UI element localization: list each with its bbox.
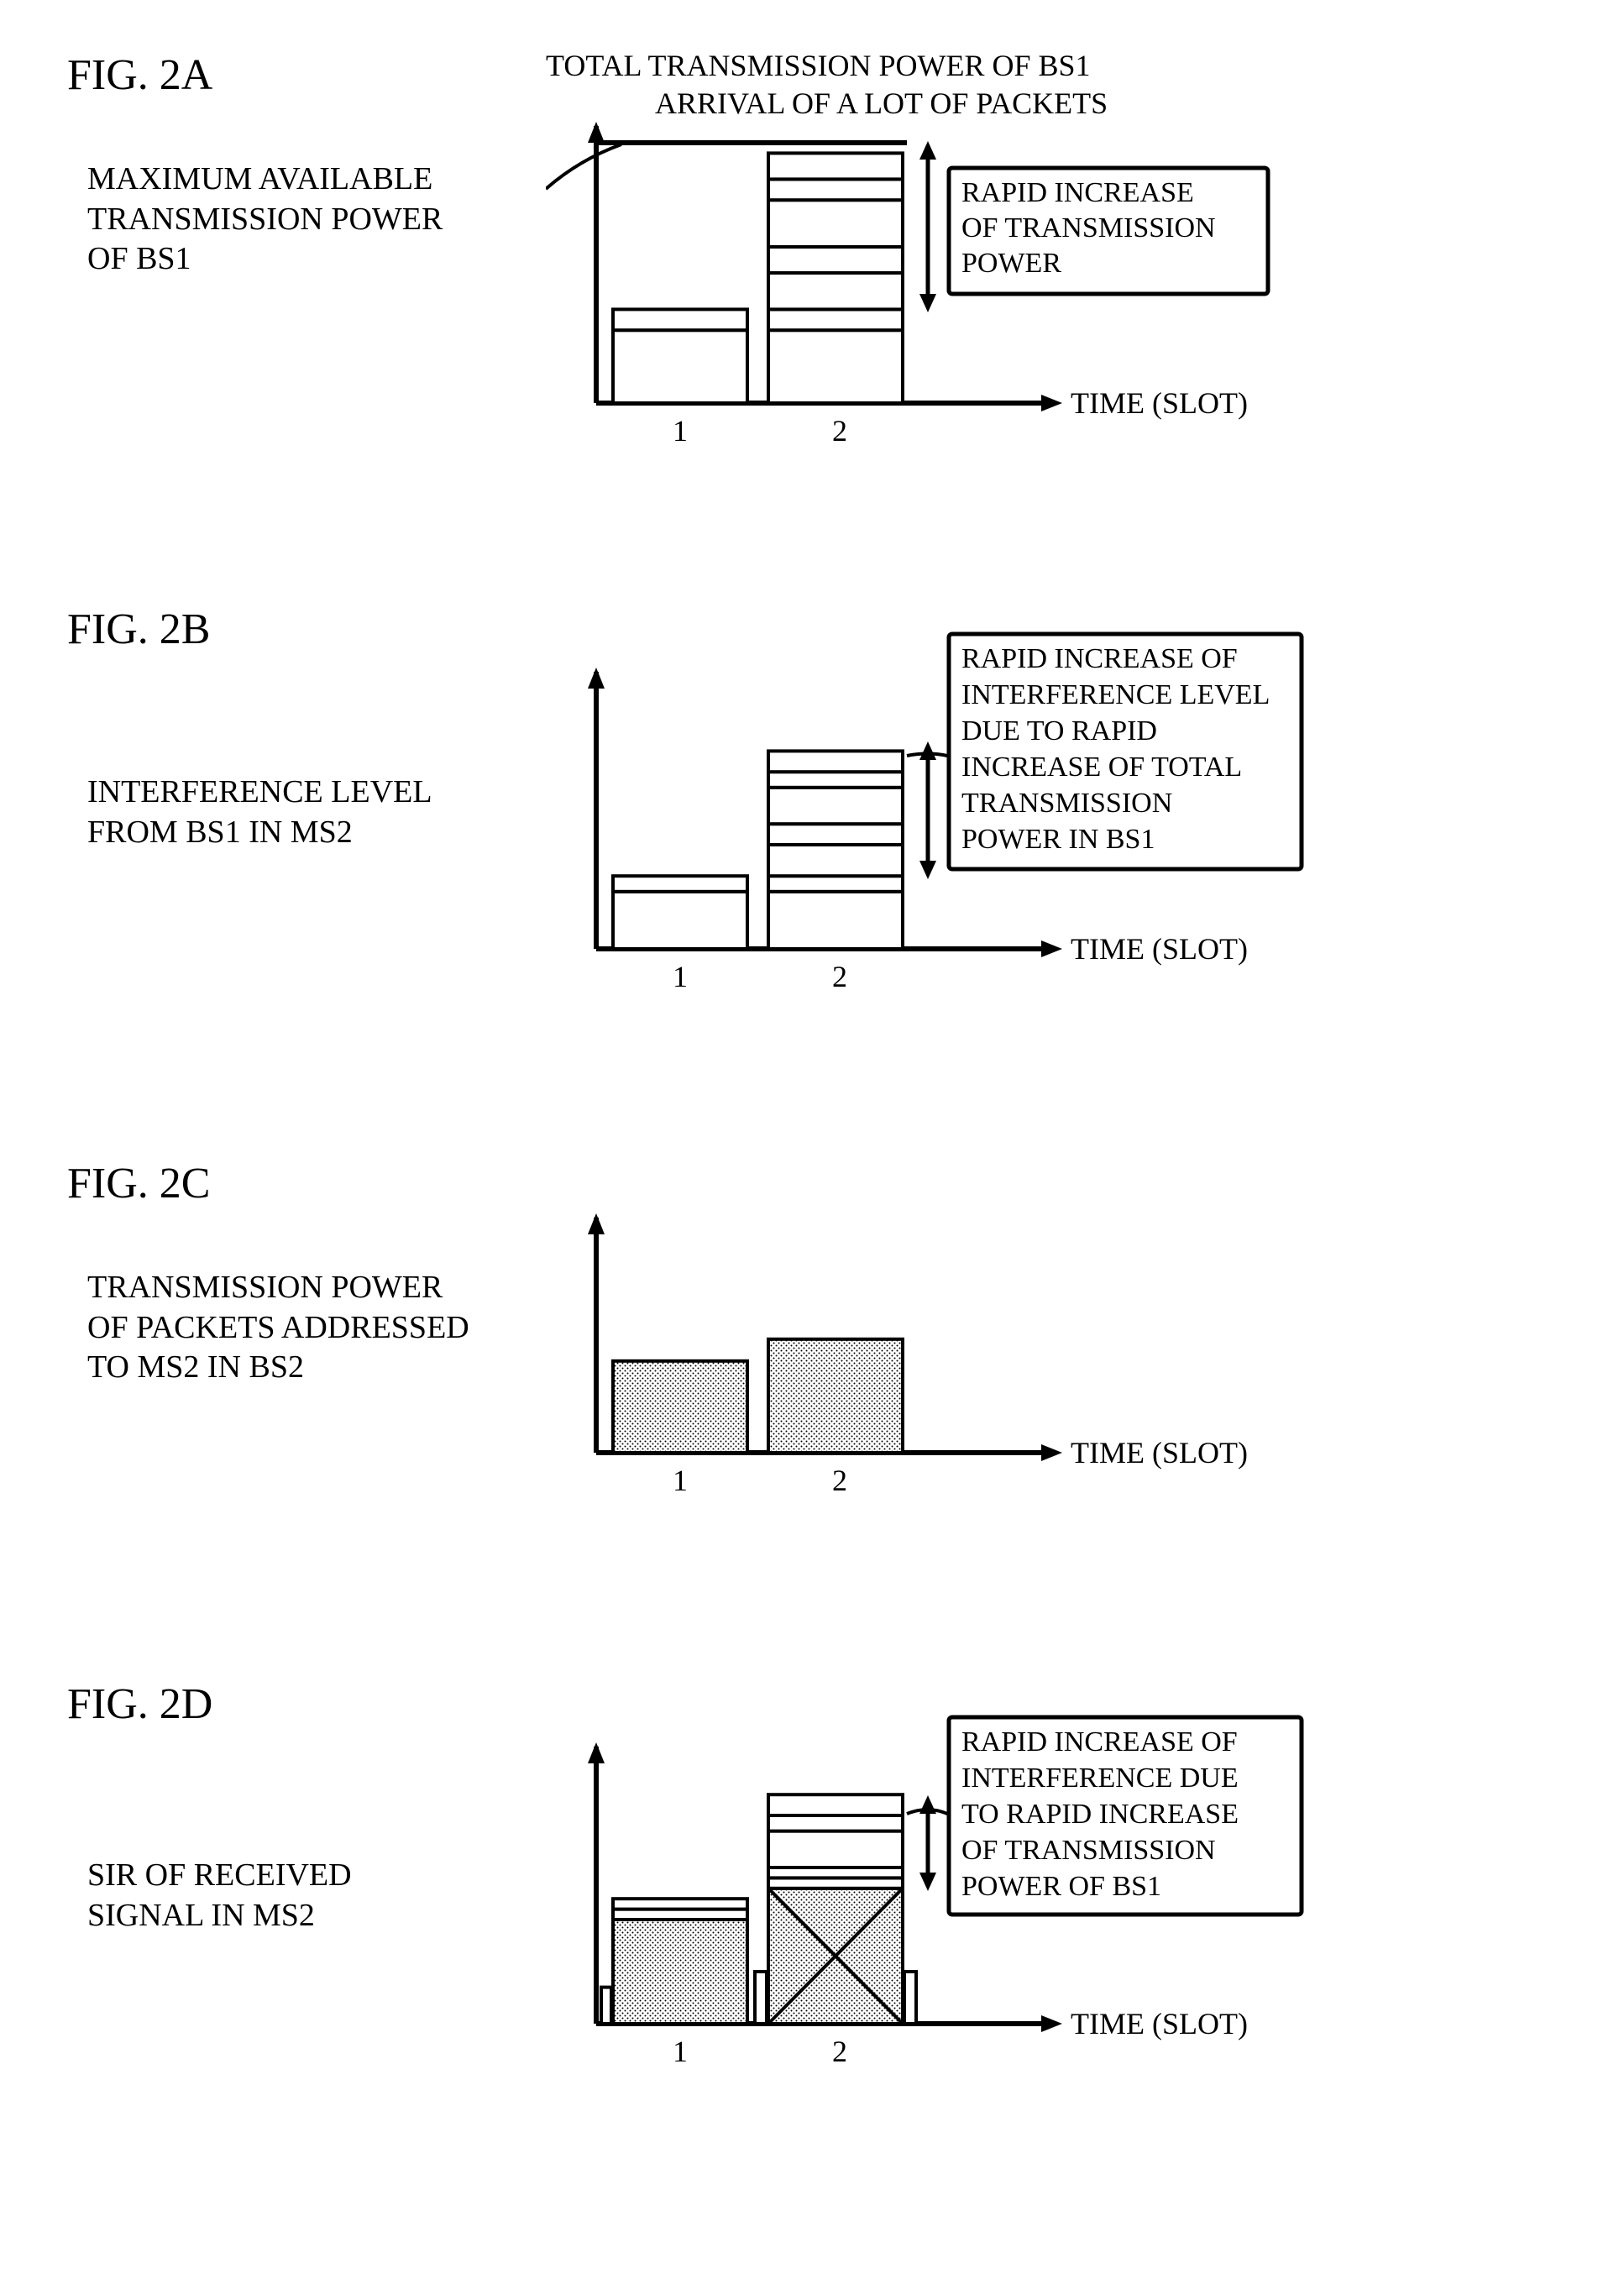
svg-text:OF TRANSMISSION: OF TRANSMISSION bbox=[961, 1835, 1216, 1866]
bar-2 bbox=[768, 1339, 903, 1453]
figure-2d: FIG. 2D SIR OF RECEIVEDSIGNAL IN MS2 1 2… bbox=[67, 1679, 1557, 2116]
bar-1 bbox=[601, 1899, 747, 2024]
figure-2a: FIG. 2A MAXIMUM AVAILABLETRANSMISSION PO… bbox=[67, 50, 1557, 487]
top-title: TOTAL TRANSMISSION POWER OF BS1 bbox=[546, 50, 1091, 82]
svg-text:POWER IN BS1: POWER IN BS1 bbox=[961, 824, 1155, 855]
x1: 1 bbox=[673, 414, 688, 448]
callout-line: OF TRANSMISSION bbox=[961, 212, 1216, 244]
svg-text:DUE TO RAPID: DUE TO RAPID bbox=[961, 715, 1157, 746]
arrival-label: ARRIVAL OF A LOT OF PACKETS bbox=[655, 86, 1108, 120]
bar-2 bbox=[755, 1794, 916, 2024]
svg-text:INTERFERENCE DUE: INTERFERENCE DUE bbox=[961, 1763, 1239, 1794]
svg-text:POWER OF BS1: POWER OF BS1 bbox=[961, 1871, 1161, 1902]
figure-2b: FIG. 2B INTERFERENCE LEVELFROM BS1 IN MS… bbox=[67, 605, 1557, 1041]
x1: 1 bbox=[673, 1464, 688, 1497]
bar-1 bbox=[613, 1361, 747, 1453]
bar-1 bbox=[613, 876, 747, 949]
svg-text:INTERFERENCE LEVEL: INTERFERENCE LEVEL bbox=[961, 679, 1270, 710]
chart-c: 1 2 TIME (SLOT) bbox=[546, 1159, 1553, 1528]
fig-label: FIG. 2D bbox=[67, 1679, 212, 1729]
x2: 2 bbox=[832, 414, 847, 448]
fig-label: FIG. 2B bbox=[67, 605, 210, 654]
svg-text:RAPID INCREASE OF: RAPID INCREASE OF bbox=[961, 1726, 1238, 1758]
svg-text:TO RAPID INCREASE: TO RAPID INCREASE bbox=[961, 1799, 1239, 1830]
callout-d: RAPID INCREASE OF INTERFERENCE DUE TO RA… bbox=[907, 1717, 1302, 1915]
xaxis-label: TIME (SLOT) bbox=[1071, 386, 1248, 420]
callout-line: RAPID INCREASE bbox=[961, 177, 1194, 208]
callout-line: POWER bbox=[961, 248, 1061, 279]
bar-1 bbox=[613, 309, 747, 403]
fig-label: FIG. 2A bbox=[67, 50, 212, 100]
xaxis-label: TIME (SLOT) bbox=[1071, 1436, 1248, 1469]
chart-d: 1 2 TIME (SLOT) RAPID INCREASE OF INTERF… bbox=[546, 1679, 1553, 2116]
bar-2 bbox=[768, 153, 903, 403]
left-label-c: TRANSMISSION POWEROF PACKETS ADDRESSEDTO… bbox=[87, 1268, 532, 1388]
xaxis-label: TIME (SLOT) bbox=[1071, 2007, 1248, 2040]
left-label-d: SIR OF RECEIVEDSIGNAL IN MS2 bbox=[87, 1856, 532, 1936]
svg-text:INCREASE OF TOTAL: INCREASE OF TOTAL bbox=[961, 752, 1242, 783]
fig-label: FIG. 2C bbox=[67, 1159, 210, 1208]
callout-a: RAPID INCREASE OF TRANSMISSION POWER bbox=[919, 141, 1268, 312]
x2: 2 bbox=[832, 960, 847, 993]
figure-2c: FIG. 2C TRANSMISSION POWEROF PACKETS ADD… bbox=[67, 1159, 1557, 1562]
x2: 2 bbox=[832, 2035, 847, 2068]
x1: 1 bbox=[673, 2035, 688, 2068]
x1: 1 bbox=[673, 960, 688, 993]
chart-b: 1 2 TIME (SLOT) RAPID INCREASE OF INTERF… bbox=[546, 605, 1553, 1041]
svg-text:RAPID INCREASE OF: RAPID INCREASE OF bbox=[961, 643, 1238, 674]
bar-2 bbox=[768, 751, 903, 949]
svg-text:TRANSMISSION: TRANSMISSION bbox=[961, 788, 1172, 819]
x2: 2 bbox=[832, 1464, 847, 1497]
left-label-a: MAXIMUM AVAILABLETRANSMISSION POWEROF BS… bbox=[87, 160, 532, 280]
callout-b: RAPID INCREASE OF INTERFERENCE LEVEL DUE… bbox=[907, 634, 1302, 879]
chart-a: TOTAL TRANSMISSION POWER OF BS1 ARRIVAL … bbox=[546, 50, 1553, 487]
xaxis-label: TIME (SLOT) bbox=[1071, 932, 1248, 966]
left-label-b: INTERFERENCE LEVELFROM BS1 IN MS2 bbox=[87, 773, 532, 852]
